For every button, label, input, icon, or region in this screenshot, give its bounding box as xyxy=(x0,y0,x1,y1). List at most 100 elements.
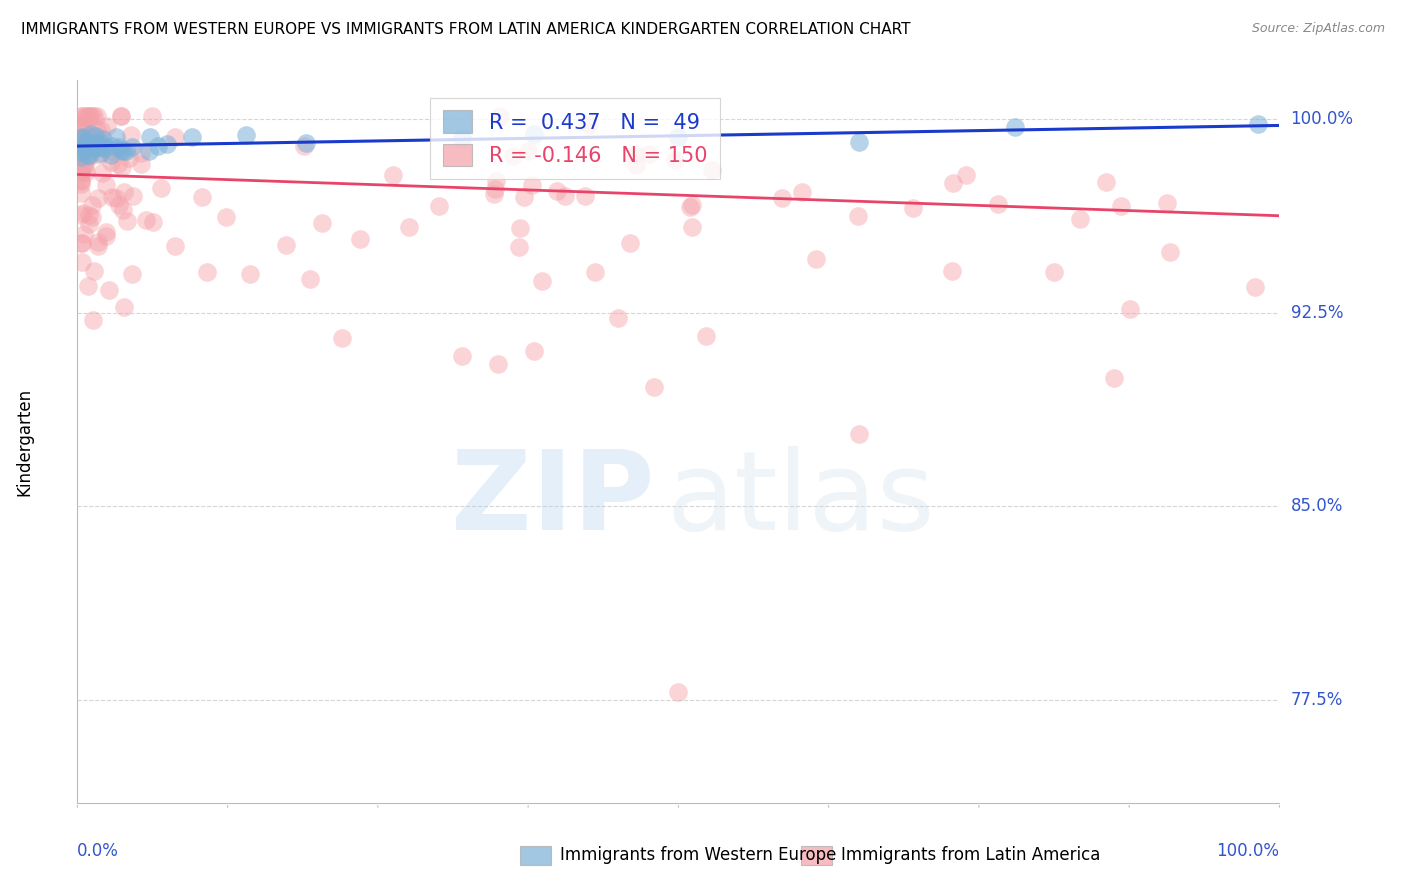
Point xyxy=(111,202,134,217)
Point xyxy=(111,145,134,159)
Point xyxy=(517,144,540,158)
Point xyxy=(163,239,186,253)
Point xyxy=(190,189,212,203)
Point xyxy=(121,189,143,203)
Point xyxy=(1043,265,1066,279)
Point xyxy=(901,201,924,215)
Point xyxy=(80,210,103,224)
Point xyxy=(72,206,94,220)
Point xyxy=(70,131,93,145)
Point xyxy=(91,166,114,180)
Point xyxy=(70,147,93,161)
Point xyxy=(94,140,117,154)
Point xyxy=(84,128,107,143)
Point xyxy=(70,129,93,144)
Point xyxy=(292,138,315,153)
Point xyxy=(156,136,179,151)
Point xyxy=(484,181,506,195)
Point xyxy=(846,209,869,223)
Point xyxy=(668,129,690,144)
Point xyxy=(96,225,118,239)
Point xyxy=(485,173,508,187)
Point xyxy=(104,129,127,144)
Point xyxy=(86,130,108,145)
Point xyxy=(73,135,96,149)
Point xyxy=(607,310,630,325)
Point xyxy=(115,214,138,228)
Point xyxy=(70,177,93,191)
Point xyxy=(75,125,97,139)
Point xyxy=(70,235,93,250)
Point xyxy=(77,150,100,164)
Point xyxy=(115,144,138,158)
Point xyxy=(695,329,717,343)
Point xyxy=(135,212,157,227)
Point xyxy=(1244,279,1267,293)
Point xyxy=(79,109,101,123)
Text: 77.5%: 77.5% xyxy=(1291,690,1343,708)
Point xyxy=(70,109,93,123)
Point xyxy=(70,143,93,157)
Point xyxy=(83,141,105,155)
Point xyxy=(502,149,524,163)
Point xyxy=(942,177,965,191)
Point xyxy=(848,135,870,149)
Point xyxy=(489,109,512,123)
Point xyxy=(235,128,257,143)
Point xyxy=(141,109,163,123)
Point xyxy=(121,139,143,153)
Legend: R =  0.437   N =  49, R = -0.146   N = 150: R = 0.437 N = 49, R = -0.146 N = 150 xyxy=(430,98,720,178)
Point xyxy=(75,109,97,123)
Point xyxy=(82,313,104,327)
Point xyxy=(664,153,686,167)
Point xyxy=(638,146,661,161)
Point xyxy=(70,135,93,149)
Point xyxy=(87,139,110,153)
Point xyxy=(80,136,103,151)
Point xyxy=(381,168,404,182)
Text: Immigrants from Latin America: Immigrants from Latin America xyxy=(841,847,1099,864)
Point xyxy=(100,155,122,169)
Point xyxy=(330,331,353,345)
Point xyxy=(80,127,103,141)
Point xyxy=(520,178,543,192)
Point xyxy=(73,158,96,172)
Point xyxy=(574,189,596,203)
Text: Kindergarten: Kindergarten xyxy=(15,387,34,496)
Point xyxy=(77,209,100,223)
Point xyxy=(181,129,204,144)
Point xyxy=(681,220,703,235)
Point xyxy=(70,118,93,132)
Point xyxy=(624,158,647,172)
Point xyxy=(70,163,93,178)
Point xyxy=(72,117,94,131)
Point xyxy=(681,198,703,212)
Text: 100.0%: 100.0% xyxy=(1291,110,1354,128)
Point xyxy=(546,184,568,198)
Point xyxy=(1119,301,1142,316)
Point xyxy=(73,227,96,241)
Point xyxy=(70,131,93,145)
Point xyxy=(96,119,118,133)
Point xyxy=(101,190,124,204)
Point xyxy=(643,380,665,394)
Point xyxy=(163,130,186,145)
Point xyxy=(1069,211,1091,226)
Point xyxy=(100,139,122,153)
Point xyxy=(486,357,509,371)
Point xyxy=(955,168,977,182)
Point xyxy=(554,188,576,202)
Point xyxy=(678,200,700,214)
Point xyxy=(770,191,793,205)
Text: Source: ZipAtlas.com: Source: ZipAtlas.com xyxy=(1251,22,1385,36)
Point xyxy=(451,130,474,145)
Point xyxy=(70,172,93,186)
Point xyxy=(215,210,238,224)
Point xyxy=(73,159,96,173)
Point xyxy=(427,199,450,213)
Point xyxy=(583,264,606,278)
Point xyxy=(790,185,813,199)
Point xyxy=(90,139,112,153)
Point xyxy=(239,267,262,281)
Point xyxy=(76,136,98,150)
